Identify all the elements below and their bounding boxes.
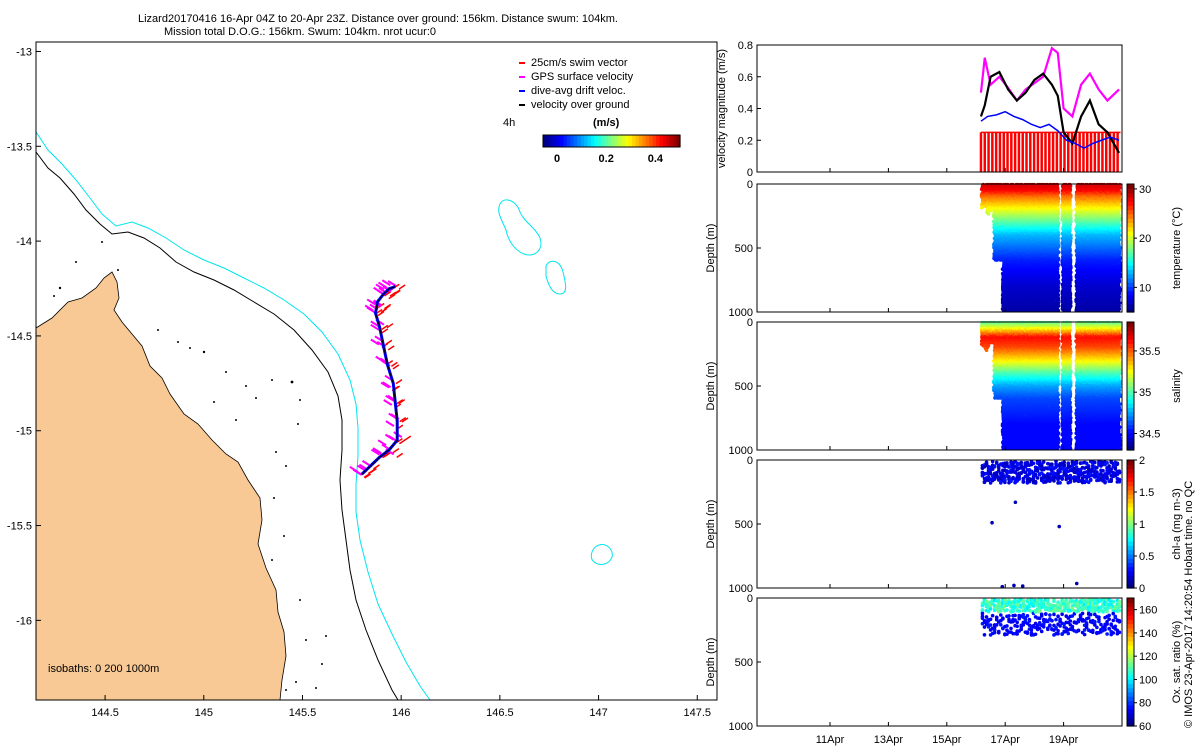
speed-colorbar-cell bbox=[663, 135, 667, 147]
track-map: 144.5 145 145.5 146 146.5 147 147.5 -13 -13.5 -1… bbox=[7, 42, 717, 719]
speed-colorbar-cell bbox=[591, 135, 595, 147]
velocity-y-tick-label: 0.8 bbox=[738, 40, 753, 52]
speed-colorbar-cell bbox=[550, 135, 554, 147]
velocity-y-tick-label: 0 bbox=[747, 167, 753, 179]
colorbar-unit: (m/s) bbox=[593, 117, 620, 129]
velocity-y-tick-label: 0.4 bbox=[738, 104, 753, 116]
isobaths-label: isobaths: 0 200 1000m bbox=[48, 663, 159, 675]
speed-colorbar-cell bbox=[557, 135, 561, 147]
speed-colorbar-cell bbox=[632, 135, 636, 147]
speed-colorbar-cell bbox=[560, 135, 564, 147]
speed-colorbar-cell bbox=[639, 135, 643, 147]
speed-colorbar-cell bbox=[567, 135, 571, 147]
map-y-tick-label: -16 bbox=[16, 615, 32, 627]
speed-colorbar-cell bbox=[564, 135, 568, 147]
title-line-1: Lizard20170416 16-Apr 04Z to 20-Apr 23Z.… bbox=[138, 13, 618, 25]
speed-colorbar-cell bbox=[601, 135, 605, 147]
speed-colorbar-cell bbox=[570, 135, 574, 147]
speed-colorbar-cell bbox=[553, 135, 557, 147]
map-x-tick-label: 144.5 bbox=[91, 707, 119, 719]
map-x-tick-label: 147.5 bbox=[683, 707, 711, 719]
speed-colorbar-tick: 0 bbox=[554, 153, 560, 165]
speed-colorbar-cell bbox=[653, 135, 657, 147]
map-y-tick-label: -14.5 bbox=[7, 331, 32, 343]
profile-sample bbox=[987, 212, 991, 216]
velocity-panel: 0 0.2 0.4 0.6 0.8 velocity magnitude (m/s) bbox=[716, 40, 1122, 179]
legend-label: velocity over ground bbox=[531, 99, 629, 111]
speed-colorbar-tick: 0.2 bbox=[599, 153, 614, 165]
speed-colorbar-cell bbox=[581, 135, 585, 147]
speed-colorbar-cell bbox=[635, 135, 639, 147]
speed-colorbar-cell bbox=[642, 135, 646, 147]
velocity-y-axis-label: velocity magnitude (m/s) bbox=[716, 49, 728, 168]
velocity-y-tick-label: 0.6 bbox=[738, 72, 753, 84]
speed-colorbar-tick: 0.4 bbox=[648, 153, 664, 165]
speed-colorbar-cell bbox=[608, 135, 612, 147]
map-y-tick-label: -13 bbox=[16, 46, 32, 58]
map-y-tick-label: -13.5 bbox=[7, 141, 32, 153]
time-series-panels: 0 0.2 0.4 0.6 0.8 velocity magnitude (m/s) 050… bbox=[705, 40, 1183, 746]
map-x-tick-label: 145 bbox=[195, 707, 213, 719]
legend-label: GPS surface velocity bbox=[531, 71, 634, 83]
speed-colorbar-cell bbox=[656, 135, 660, 147]
speed-colorbar-cell bbox=[625, 135, 629, 147]
legend-label: 25cm/s swim vector bbox=[531, 57, 628, 69]
map-y-tick-label: -15 bbox=[16, 426, 32, 438]
speed-colorbar-cell bbox=[646, 135, 650, 147]
speed-colorbar-cell bbox=[618, 135, 622, 147]
speed-colorbar-cell bbox=[670, 135, 674, 147]
speed-colorbar-cell bbox=[574, 135, 578, 147]
title-line-2: Mission total D.O.G.: 156km. Swum: 104km… bbox=[164, 26, 436, 38]
speed-colorbar-cell bbox=[605, 135, 609, 147]
map-y-tick-label: -15.5 bbox=[7, 521, 32, 533]
speed-colorbar-cell bbox=[546, 135, 550, 147]
map-y-tick-label: -14 bbox=[16, 236, 32, 248]
map-x-tick-label: 146.5 bbox=[486, 707, 514, 719]
speed-colorbar-cell bbox=[666, 135, 670, 147]
speed-colorbar-cell bbox=[588, 135, 592, 147]
legend-label: dive-avg drift veloc. bbox=[531, 85, 626, 97]
speed-colorbar-cell bbox=[615, 135, 619, 147]
velocity-y-tick-label: 0.2 bbox=[738, 135, 753, 147]
speed-colorbar-cell bbox=[622, 135, 626, 147]
speed-colorbar-cell bbox=[584, 135, 588, 147]
map-x-tick-label: 145.5 bbox=[289, 707, 317, 719]
speed-colorbar-cell bbox=[577, 135, 581, 147]
interval-label: 4h bbox=[503, 117, 515, 129]
speed-colorbar-cell bbox=[594, 135, 598, 147]
speed-colorbar-cell bbox=[543, 135, 547, 147]
speed-colorbar-cell bbox=[629, 135, 633, 147]
map-x-tick-label: 147 bbox=[589, 707, 607, 719]
speed-colorbar-cell bbox=[649, 135, 653, 147]
speed-colorbar-cell bbox=[673, 135, 677, 147]
speed-colorbar-cell bbox=[598, 135, 602, 147]
speed-colorbar-cell bbox=[659, 135, 663, 147]
map-x-tick-label: 146 bbox=[392, 707, 410, 719]
profile-sample bbox=[980, 206, 984, 210]
speed-colorbar-cell bbox=[612, 135, 616, 147]
